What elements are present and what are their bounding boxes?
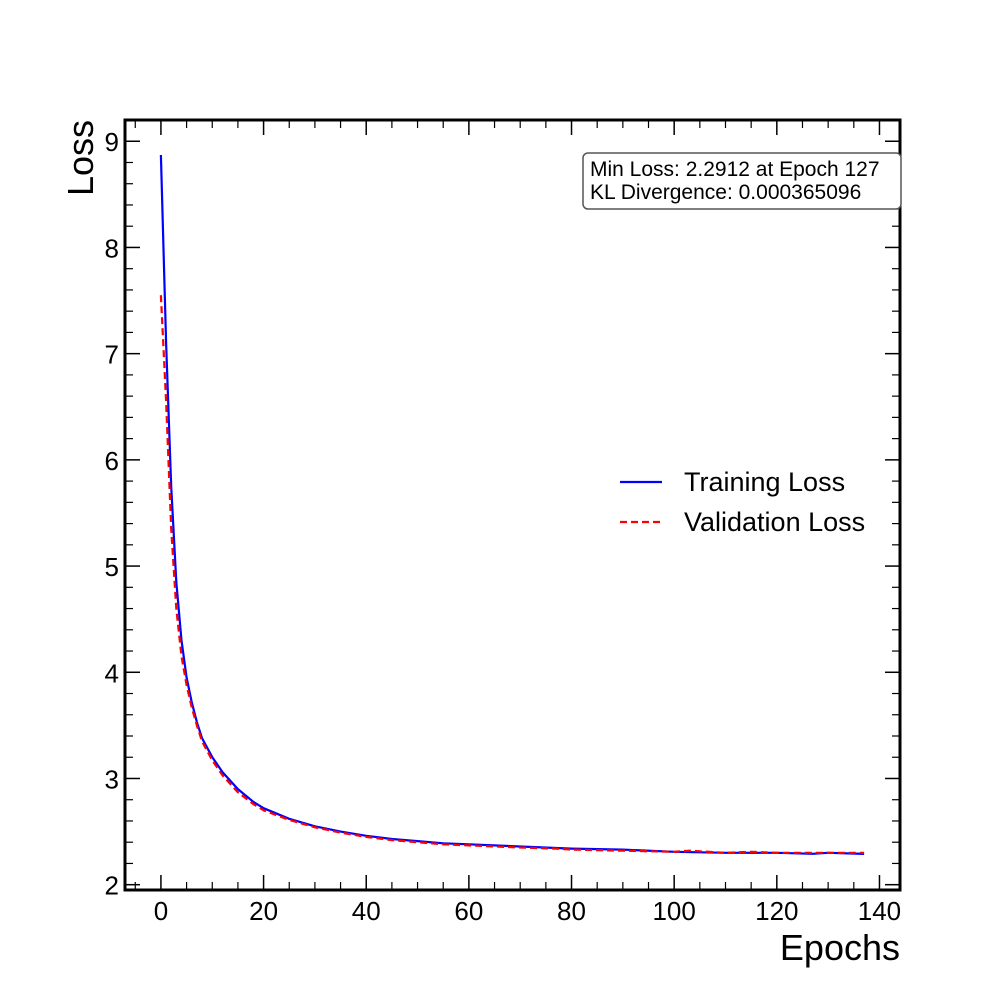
series-line-training (159, 154, 865, 855)
y-tick-label: 9 (105, 127, 119, 157)
series-lines (159, 154, 865, 855)
y-tick-label: 6 (105, 446, 119, 476)
x-tick-label: 100 (652, 896, 695, 926)
x-axis-label: Epochs (780, 927, 900, 968)
legend-label-training: Training Loss (684, 467, 845, 497)
x-tick-label: 80 (557, 896, 586, 926)
x-tick-label: 120 (755, 896, 798, 926)
x-tick-label: 0 (154, 896, 168, 926)
y-tick-label: 5 (105, 552, 119, 582)
series-line-validation (159, 295, 865, 854)
tick-labels: 0 20 40 60 80 100 120 140 2 3 4 5 6 7 8 9 (105, 127, 902, 926)
y-tick-label: 2 (105, 871, 119, 901)
annotation-kl-divergence: KL Divergence: 0.000365096 (590, 181, 861, 204)
y-tick-label: 4 (105, 658, 119, 688)
y-tick-label: 7 (105, 340, 119, 370)
plot-frame (123, 118, 902, 892)
x-tick-label: 20 (249, 896, 278, 926)
legend-label-validation: Validation Loss (684, 507, 865, 537)
annotation-box (582, 152, 902, 210)
x-tick-label: 40 (352, 896, 381, 926)
y-axis-label: Loss (60, 120, 101, 196)
axis-ticks (125, 120, 900, 890)
x-tick-label: 60 (454, 896, 483, 926)
y-tick-label: 3 (105, 764, 119, 794)
annotation-min-loss: Min Loss: 2.2912 at Epoch 127 (590, 158, 880, 181)
legend: Training Loss Validation Loss (620, 467, 865, 537)
x-tick-label: 140 (858, 896, 901, 926)
stats-annotation: Min Loss: 2.2912 at Epoch 127 KL Diverge… (582, 152, 902, 210)
y-tick-label: 8 (105, 233, 119, 263)
